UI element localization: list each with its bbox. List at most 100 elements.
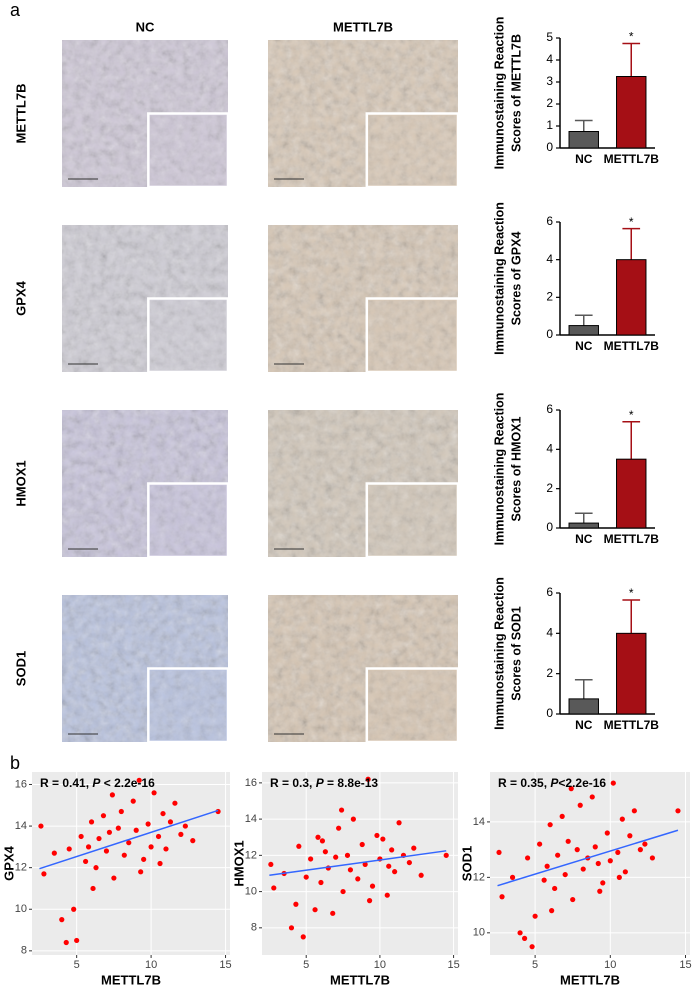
point (384, 892, 390, 898)
point (595, 860, 601, 867)
inset-texture (150, 115, 226, 185)
point (549, 908, 555, 914)
point (308, 856, 314, 862)
point (88, 819, 95, 825)
point (63, 939, 69, 946)
point (537, 841, 543, 847)
inset-texture (368, 485, 456, 555)
y-axis-label: Scores of HMOX1 (509, 417, 523, 522)
y-tick-label: 2 (546, 481, 553, 495)
y-tick-label: 10 (473, 927, 485, 939)
inset-texture (368, 115, 456, 185)
y-tick-label: 5 (546, 30, 553, 44)
point (340, 888, 346, 895)
point (589, 794, 595, 800)
y-tick-label: 10 (245, 885, 257, 897)
point (411, 845, 417, 851)
point (443, 852, 449, 858)
bar (616, 259, 647, 336)
point (96, 835, 102, 842)
x-tick-label: NC (575, 718, 593, 732)
y-tick-label: 16 (245, 777, 257, 789)
point (577, 802, 583, 808)
point (616, 874, 622, 880)
point (499, 894, 505, 900)
point (396, 820, 402, 826)
point (288, 925, 295, 931)
point (182, 823, 188, 829)
point (74, 937, 80, 944)
point (406, 859, 412, 866)
x-axis-label: METTL7B (101, 972, 161, 987)
inset-texture (150, 670, 226, 740)
point (167, 819, 174, 825)
point (604, 830, 610, 836)
y-axis-label: SOD1 (459, 846, 474, 881)
point (642, 841, 648, 847)
y-tick-label: 12 (473, 871, 485, 883)
row-label: SOD1 (13, 651, 28, 686)
y-tick-label: 6 (546, 402, 553, 416)
y-tick-label: 1 (546, 118, 553, 132)
point (369, 883, 376, 889)
point (570, 896, 576, 903)
y-tick-label: 8 (251, 922, 257, 934)
annotation: R = 0.41, P < 2.2e-16 (40, 776, 155, 790)
point (293, 901, 299, 907)
point (619, 816, 625, 822)
plot-background (32, 772, 230, 955)
point (336, 825, 342, 831)
annotation-part: = 8.8e-13 (324, 776, 379, 790)
point (627, 833, 633, 839)
point (160, 810, 166, 817)
annotation-part: P (92, 776, 101, 790)
point (347, 867, 354, 873)
x-tick-label: 5 (532, 959, 538, 971)
image-grid: NC METTL7B METTL7B GPX4 HMOX1 SOD1 (13, 19, 460, 744)
point (141, 856, 147, 862)
bar (616, 458, 647, 529)
point (574, 847, 580, 853)
y-axis-label: Immunostaining Reaction (492, 17, 506, 170)
column-header: NC (136, 19, 155, 34)
x-tick-label: METTL7B (604, 532, 660, 546)
inset-texture (150, 300, 226, 370)
x-tick-label: 15 (447, 959, 459, 971)
point (389, 847, 395, 853)
x-tick-label: METTL7B (604, 339, 660, 353)
point (59, 917, 65, 923)
point (85, 844, 92, 850)
point (106, 829, 113, 835)
point (315, 834, 321, 840)
point (93, 865, 99, 871)
point (118, 808, 124, 815)
point (268, 861, 274, 868)
y-axis-label: HMOX1 (231, 840, 246, 886)
point (312, 907, 318, 913)
point (555, 852, 561, 858)
point (418, 872, 424, 878)
point (529, 944, 535, 950)
point (592, 844, 598, 850)
point (157, 860, 163, 867)
point (568, 786, 574, 792)
point (610, 780, 616, 786)
point (121, 852, 127, 858)
point (365, 776, 371, 782)
point (675, 808, 681, 814)
y-tick-label: 12 (15, 862, 27, 874)
x-tick-label: METTL7B (604, 152, 660, 166)
point (126, 840, 132, 846)
x-tick-label: NC (575, 339, 593, 353)
point (148, 844, 154, 850)
y-axis-label: Immunostaining Reaction (492, 577, 506, 730)
point (509, 874, 516, 880)
x-tick-label: 10 (604, 959, 616, 971)
point (136, 777, 142, 783)
y-axis-label: Immunostaining Reaction (492, 393, 506, 546)
significance: * (629, 215, 634, 229)
inset-texture (150, 485, 226, 555)
point (386, 863, 392, 869)
y-tick-label: 4 (546, 52, 553, 66)
point (521, 935, 528, 941)
